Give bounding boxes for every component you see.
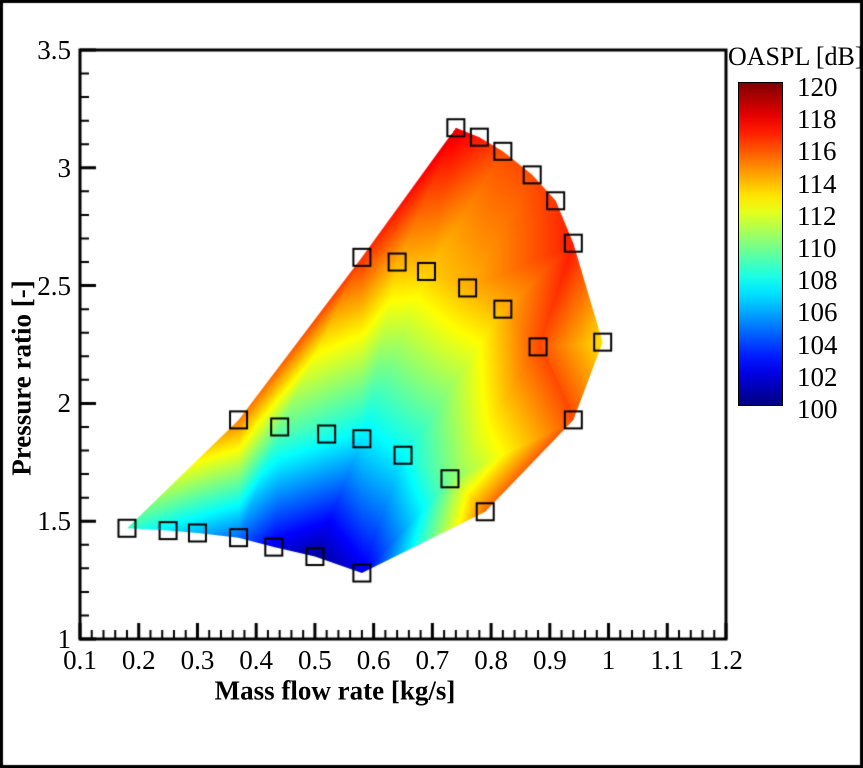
x-tick-label: 0.2 bbox=[121, 645, 156, 675]
y-tick-label: 2 bbox=[57, 388, 72, 419]
colorbar-tick-label: 104 bbox=[797, 329, 838, 360]
x-tick-label: 1.1 bbox=[650, 645, 685, 675]
colorbar-tick-label: 112 bbox=[797, 200, 837, 231]
y-tick-label: 3.5 bbox=[37, 35, 71, 65]
x-axis-title: Mass flow rate [kg/s] bbox=[214, 675, 456, 706]
y-axis-title: Pressure ratio [-] bbox=[6, 280, 37, 476]
colorbar-tick-label: 106 bbox=[797, 297, 838, 328]
y-tick-label: 1.5 bbox=[37, 506, 71, 537]
colorbar-tick-label: 118 bbox=[797, 104, 837, 135]
colorbar-title: OASPL [dB] bbox=[728, 42, 863, 71]
colorbar-gradient bbox=[738, 82, 783, 406]
x-tick-label: 0.6 bbox=[356, 645, 391, 675]
y-tick-label: 2.5 bbox=[37, 270, 71, 301]
x-tick-label: 0.5 bbox=[298, 645, 332, 675]
x-tick-label: 0.9 bbox=[532, 645, 567, 675]
colorbar-tick-label: 110 bbox=[797, 233, 837, 263]
colorbar-tick-label: 102 bbox=[797, 361, 838, 392]
x-tick-label: 0.7 bbox=[415, 645, 450, 675]
colorbar-tick-label: 116 bbox=[797, 136, 837, 167]
colorbar-tick-label: 120 bbox=[797, 72, 838, 102]
y-tick-label: 1 bbox=[57, 624, 72, 654]
x-tick-label: 0.3 bbox=[180, 645, 215, 675]
x-tick-label: 1 bbox=[601, 645, 616, 675]
x-tick-label: 1.2 bbox=[709, 645, 743, 675]
colorbar-tick-label: 100 bbox=[797, 394, 838, 424]
x-tick-label: 0.4 bbox=[239, 645, 274, 675]
colorbar-tick-label: 114 bbox=[797, 168, 837, 199]
colorbar-tick-label: 108 bbox=[797, 265, 838, 296]
x-tick-label: 0.1 bbox=[63, 645, 97, 675]
x-tick-label: 0.8 bbox=[474, 645, 508, 675]
y-tick-label: 3 bbox=[57, 152, 72, 183]
